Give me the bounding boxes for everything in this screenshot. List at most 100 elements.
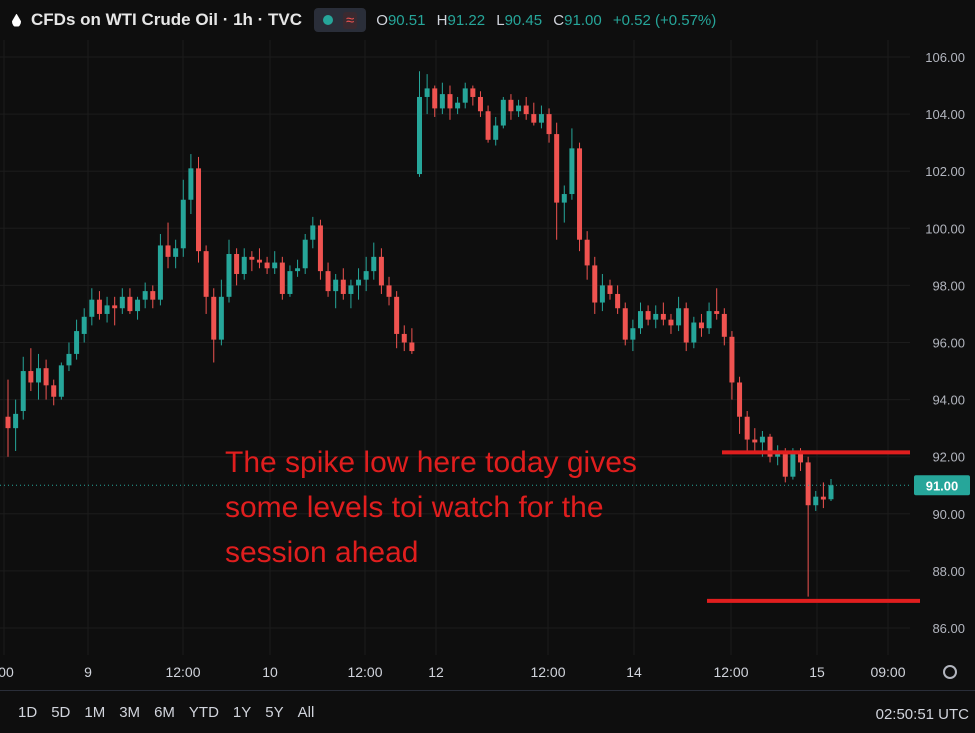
candle-body: [737, 382, 743, 417]
candle-body: [272, 262, 278, 269]
candle-body: [805, 462, 811, 506]
price-tick-label: 88.00: [932, 564, 965, 579]
wave-icon[interactable]: ≈: [343, 11, 358, 29]
candle-body: [561, 194, 567, 203]
candle-body: [58, 365, 64, 397]
range-button[interactable]: 5Y: [265, 703, 284, 721]
low-label: L: [496, 11, 505, 29]
market-status-pill[interactable]: ≈: [314, 8, 367, 32]
candle-body: [554, 134, 560, 203]
candle-body: [378, 256, 384, 286]
time-tick-label: 12: [428, 664, 444, 680]
candle-body: [676, 308, 682, 326]
candle-body: [348, 285, 354, 294]
symbol-header: CFDs on WTI Crude Oil · 1h · TVC ≈ O90.5…: [0, 0, 723, 40]
candle-body: [173, 248, 179, 257]
candle-body: [96, 299, 102, 314]
candle-body: [356, 279, 362, 286]
price-tick-label: 94.00: [932, 393, 965, 408]
open-value: 90.51: [387, 11, 426, 29]
price-axis: 106.00 104.00 102.00 100.00 98.00 96.00 94.00 9…: [914, 50, 970, 636]
candle-body: [157, 245, 163, 300]
candle-body: [813, 496, 819, 506]
oil-drop-icon: [12, 13, 21, 27]
utc-clock[interactable]: 02:50:51 UTC: [875, 706, 969, 723]
candle-body: [828, 485, 834, 500]
candle-body: [112, 305, 118, 309]
candle-body: [302, 239, 308, 269]
candle-body: [615, 293, 621, 309]
candle-body: [401, 333, 407, 343]
candle-body: [577, 148, 583, 240]
candle-body: [584, 239, 590, 266]
settings-gear-icon: [943, 665, 957, 679]
candle-body: [150, 291, 156, 300]
candle-body: [721, 313, 727, 337]
candle-body: [325, 271, 331, 292]
range-button[interactable]: YTD: [188, 703, 219, 721]
range-button[interactable]: 3M: [119, 703, 141, 721]
chart-grid: [0, 40, 910, 655]
high-value: 91.22: [447, 11, 486, 29]
candle-body: [798, 453, 804, 463]
candle-body: [340, 279, 346, 294]
candle-body: [43, 368, 49, 386]
candle-body: [256, 259, 262, 263]
candle-body: [20, 371, 26, 412]
close-value: 91.00: [564, 11, 602, 29]
candle-body: [81, 316, 87, 334]
time-tick-label: 14: [626, 664, 642, 680]
price-tick-label: 104.00: [925, 107, 965, 122]
candle-body: [698, 322, 704, 329]
candle-body: [432, 88, 438, 109]
range-button[interactable]: 1M: [84, 703, 106, 721]
candle-body: [660, 313, 666, 320]
candle-body: [127, 296, 133, 312]
range-button[interactable]: 5D: [51, 703, 71, 721]
candle-body: [211, 296, 217, 340]
candle-body: [234, 253, 240, 274]
candle-body: [196, 168, 202, 252]
candle-body: [287, 271, 293, 294]
candle-body: [394, 296, 400, 334]
time-tick-label: 12:00: [165, 664, 200, 680]
range-button[interactable]: 6M: [154, 703, 175, 721]
candle-body: [782, 450, 788, 477]
candle-body: [714, 311, 720, 314]
candle-body: [546, 114, 552, 135]
symbol-title[interactable]: CFDs on WTI Crude Oil · 1h · TVC: [31, 10, 303, 29]
candle-body: [218, 296, 224, 340]
candle-body: [279, 262, 285, 294]
range-button[interactable]: 1D: [18, 703, 38, 721]
candle-body: [447, 94, 453, 109]
candle-body: [759, 436, 765, 443]
price-tick-label: 96.00: [932, 336, 965, 351]
time-tick-label: :00: [0, 664, 14, 680]
candle-body: [790, 453, 796, 477]
open-label: O: [376, 11, 388, 29]
candle-body: [508, 99, 514, 112]
candle-body: [226, 253, 232, 297]
candle-body: [295, 268, 301, 272]
candle-body: [51, 385, 57, 397]
price-tick-label: 98.00: [932, 278, 965, 293]
candle-body: [767, 436, 773, 457]
change-value: +0.52 (+0.57%): [612, 11, 717, 29]
market-open-dot-icon: [323, 15, 334, 25]
bottom-toolbar: 1D 5D 1M 3M 6M YTD 1Y 5Y All 02:50:51 UTC: [0, 690, 975, 733]
candle-body: [142, 291, 148, 300]
candle-body: [66, 353, 72, 366]
candle-body: [470, 88, 476, 97]
candle-body: [653, 313, 659, 320]
candle-body: [28, 371, 34, 383]
candle-body: [35, 368, 41, 383]
candle-body: [264, 262, 270, 269]
price-tick-label: 86.00: [932, 621, 965, 636]
ohlc-values: O90.51 H91.22 L90.45 C91.00 +0.52 (+0.57…: [376, 12, 723, 29]
candle-body: [439, 94, 445, 109]
range-button[interactable]: 1Y: [232, 703, 252, 721]
range-button[interactable]: All: [297, 703, 315, 721]
close-label: C: [553, 11, 565, 29]
time-tick-label: 09:00: [870, 664, 905, 680]
